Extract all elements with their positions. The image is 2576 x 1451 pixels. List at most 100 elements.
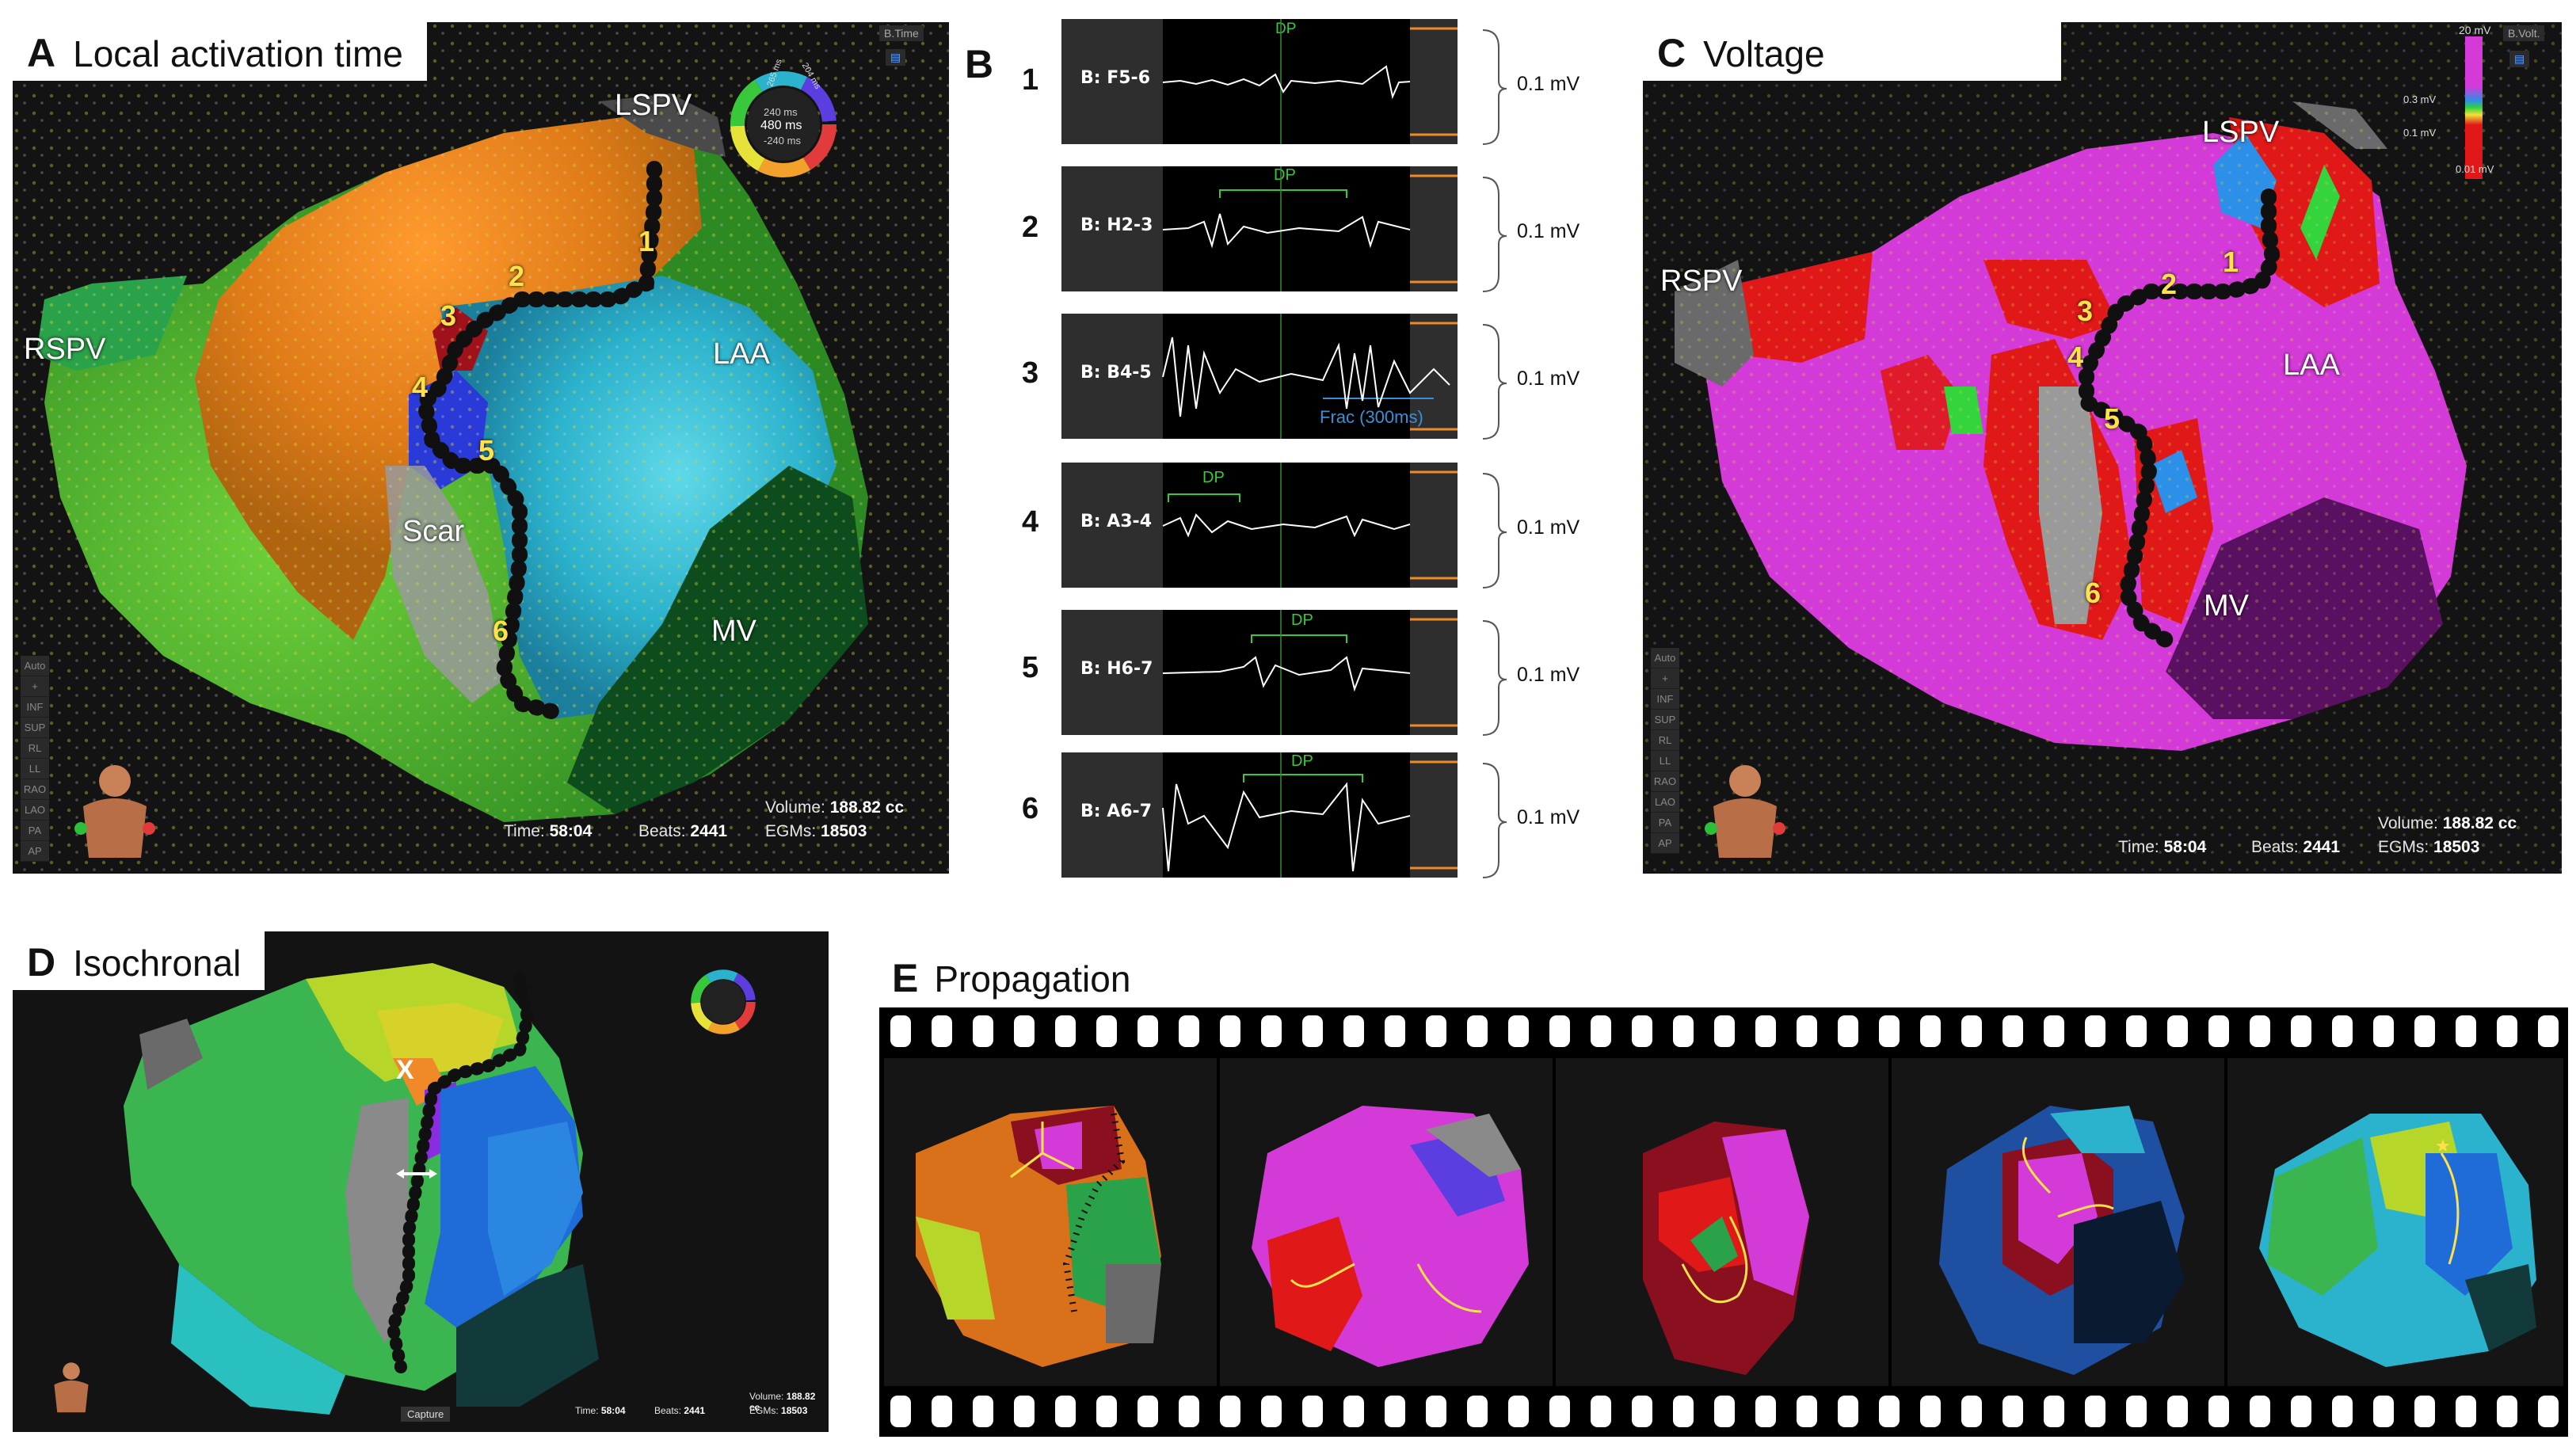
view-btn-auto-c[interactable]: Auto <box>1651 648 1679 668</box>
egm-row-1: B: F5-6 DP <box>1061 19 1458 144</box>
view-btn-inf[interactable]: INF <box>21 697 49 718</box>
scale-label-4: 0.1 mV <box>1517 516 1580 539</box>
view-btn-sup[interactable]: SUP <box>21 718 49 738</box>
scar-label: Scar <box>402 515 465 548</box>
propagation-frame-2 <box>1220 1058 1553 1386</box>
voltage-map-shape <box>1643 22 2562 874</box>
isochronal-map-shape <box>124 963 599 1415</box>
map-type-dropdown-c[interactable]: B.Volt. <box>2503 25 2545 41</box>
view-btn-rao-c[interactable]: RAO <box>1651 771 1679 792</box>
egm-row-2: B: H2-3 DP <box>1061 166 1458 291</box>
filmstrip-perforations <box>879 1007 2568 1437</box>
view-btn-plus[interactable]: + <box>21 676 49 697</box>
egm-row-num-1: 1 <box>1022 63 1039 97</box>
egm-row-num-2: 2 <box>1022 211 1039 244</box>
scale-label-5: 0.1 mV <box>1517 664 1580 686</box>
propagation-frame-4 <box>1892 1058 2224 1386</box>
view-toolbar-c: Auto + INF SUP RL LL RAO LAO PA AP <box>1651 648 1679 854</box>
view-btn-rl-c[interactable]: RL <box>1651 730 1679 751</box>
site-6-c: 6 <box>2085 577 2102 609</box>
propagation-frame-5: ★ <box>2227 1058 2563 1386</box>
site-4-c: 4 <box>2067 341 2084 373</box>
view-btn-pa-c[interactable]: PA <box>1651 813 1679 833</box>
origin-marker: X <box>396 1055 414 1085</box>
egm-channel-2: B: H2-3 <box>1080 215 1153 235</box>
site-3-c: 3 <box>2077 295 2094 327</box>
egm-row-num-3: 3 <box>1022 356 1039 390</box>
view-btn-inf-c[interactable]: INF <box>1651 689 1679 710</box>
scale-label-1: 0.1 mV <box>1517 73 1580 95</box>
egm-row-4: B: A3-4 DP <box>1061 463 1458 588</box>
egm-channel-6: B: A6-7 <box>1080 802 1152 821</box>
view-btn-lao[interactable]: LAO <box>21 800 49 821</box>
panel-b-label: B <box>965 42 994 86</box>
scale-brackets <box>1482 29 1507 878</box>
site-3: 3 <box>440 299 457 332</box>
egm-row-5: B: H6-7 DP <box>1061 610 1458 735</box>
egm-row-6: B: A6-7 DP <box>1061 752 1458 878</box>
site-2-c: 2 <box>2161 268 2178 300</box>
view-btn-rl[interactable]: RL <box>21 738 49 759</box>
panel-c-voltage-map: C Voltage LSPV RSPV LAA MV 1 2 3 4 5 6 20… <box>1643 22 2562 874</box>
propagation-frame-3 <box>1556 1058 1888 1386</box>
view-toolbar: Auto + INF SUP RL LL RAO LAO PA AP <box>21 656 49 862</box>
scale-label-3: 0.1 mV <box>1517 368 1580 390</box>
lspv-label-c: LSPV <box>2202 116 2280 149</box>
voltage-legend-top: 20 mV <box>2459 24 2491 36</box>
capture-button[interactable]: Capture <box>401 1407 451 1422</box>
voltage-legend-mid1: 0.3 mV <box>2403 93 2437 105</box>
map-type-dropdown[interactable]: B.Time <box>879 25 924 41</box>
view-btn-sup-c[interactable]: SUP <box>1651 710 1679 730</box>
site-2: 2 <box>509 260 525 292</box>
panel-a-label: A Local activation time <box>13 22 427 81</box>
propagation-filmstrip: ★ <box>879 1007 2568 1437</box>
egm-channel-4: B: A3-4 <box>1080 512 1152 531</box>
voltage-legend-bottom: 0.01 mV <box>2456 163 2494 175</box>
view-btn-plus-c[interactable]: + <box>1651 668 1679 689</box>
panel-a-activation-map: A Local activation time LSPV RSPV LAA Sca… <box>13 22 949 874</box>
activation-color-ring <box>730 71 836 177</box>
scale-label-6: 0.1 mV <box>1517 806 1580 828</box>
site-4: 4 <box>412 371 429 403</box>
view-btn-pa[interactable]: PA <box>21 821 49 841</box>
view-btn-auto[interactable]: Auto <box>21 656 49 676</box>
egm-row-num-4: 4 <box>1022 505 1039 539</box>
mv-label-c: MV <box>2204 589 2249 623</box>
egm-row-num-5: 5 <box>1022 651 1039 684</box>
site-1: 1 <box>638 225 655 257</box>
isochronal-color-ring <box>691 969 756 1034</box>
egm-annotation-5: DP <box>1291 611 1313 629</box>
svg-text:★: ★ <box>2435 1137 2451 1156</box>
laa-label-c: LAA <box>2283 348 2340 382</box>
egm-annotation-2: DP <box>1274 166 1296 184</box>
lspv-label: LSPV <box>615 89 692 122</box>
torso-orientation-icon <box>74 765 155 858</box>
site-6: 6 <box>493 615 509 647</box>
torso-orientation-icon-d <box>54 1362 89 1413</box>
egm-row-3: B: B4-5 Frac (300ms) <box>1061 314 1458 439</box>
panel-e-label: E Propagation <box>892 956 1131 1000</box>
scale-label-2: 0.1 mV <box>1517 220 1580 242</box>
settings-icon[interactable]: ▤ <box>886 49 906 66</box>
propagation-frame-1 <box>884 1058 1217 1386</box>
ring-label-mid: 240 ms <box>764 106 798 118</box>
view-btn-ap[interactable]: AP <box>21 841 49 862</box>
site-5: 5 <box>478 434 495 467</box>
view-btn-ll[interactable]: LL <box>21 759 49 779</box>
view-btn-ap-c[interactable]: AP <box>1651 833 1679 854</box>
laa-label: LAA <box>713 337 770 371</box>
torso-orientation-icon-c <box>1705 765 1785 858</box>
rspv-label: RSPV <box>24 333 106 366</box>
ring-label-center: 480 ms <box>760 119 802 132</box>
egm-channel-1: B: F5-6 <box>1080 68 1150 88</box>
view-btn-rao[interactable]: RAO <box>21 779 49 800</box>
settings-icon-c[interactable]: ▤ <box>2509 51 2530 67</box>
view-btn-lao-c[interactable]: LAO <box>1651 792 1679 813</box>
ring-label-bottom: -240 ms <box>764 135 801 147</box>
view-btn-ll-c[interactable]: LL <box>1651 751 1679 771</box>
rspv-label-c: RSPV <box>1660 265 1743 298</box>
mv-label: MV <box>711 615 756 648</box>
voltage-legend-mid2: 0.1 mV <box>2403 127 2437 139</box>
site-1-c: 1 <box>2223 246 2239 278</box>
egm-channel-5: B: H6-7 <box>1080 659 1153 679</box>
